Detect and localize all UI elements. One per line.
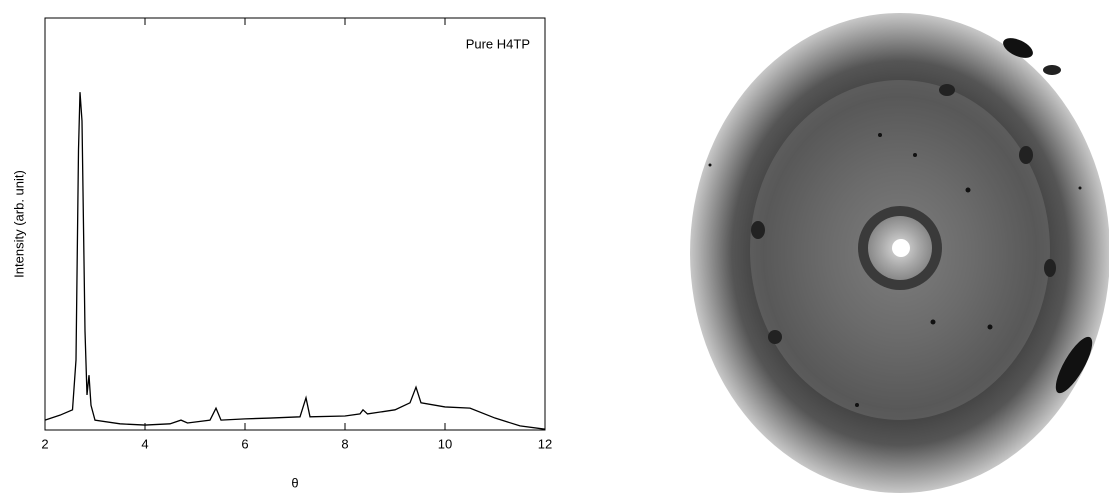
- spot: [751, 221, 765, 239]
- spot: [1003, 38, 1033, 58]
- spot: [913, 153, 917, 157]
- data-line: [44, 92, 546, 430]
- spot: [708, 163, 712, 167]
- spot: [878, 133, 882, 137]
- spot: [1055, 336, 1093, 394]
- y-axis-label: Intensity (arb. unit): [11, 170, 26, 278]
- spot: [1078, 186, 1082, 190]
- x-tick-label: 6: [241, 436, 248, 451]
- spot: [930, 319, 936, 325]
- x-tick-label: 8: [341, 436, 348, 451]
- x-tick-label: 12: [538, 436, 552, 451]
- spot: [768, 330, 782, 344]
- annotation: Pure H4TP: [466, 36, 530, 51]
- x-tick-label: 2: [41, 436, 48, 451]
- plot-frame: [44, 17, 546, 431]
- beam-center: [892, 239, 910, 257]
- spot: [1044, 259, 1056, 277]
- x-tick-label: 10: [438, 436, 452, 451]
- spot: [987, 324, 993, 330]
- spot: [855, 403, 859, 407]
- spot: [1043, 65, 1061, 75]
- x-axis-label: θ: [291, 475, 298, 490]
- spot: [965, 187, 971, 193]
- spot: [1019, 146, 1033, 164]
- diffraction-image: [690, 13, 1109, 493]
- spot: [939, 84, 955, 96]
- x-tick-label: 4: [141, 436, 148, 451]
